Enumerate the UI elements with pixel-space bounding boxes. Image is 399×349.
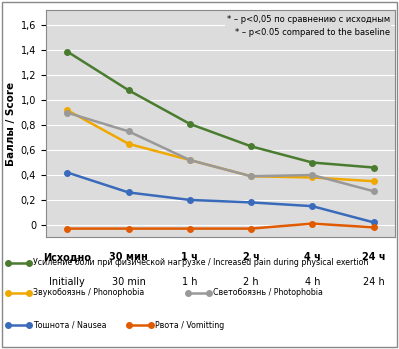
Text: Светобоязнь / Photophobia: Светобоязнь / Photophobia (213, 288, 323, 297)
Text: Исходно: Исходно (43, 252, 91, 262)
Text: 30 мин: 30 мин (109, 252, 148, 262)
Text: 24 h: 24 h (363, 277, 385, 287)
Text: 2 h: 2 h (243, 277, 259, 287)
Text: 24 ч: 24 ч (362, 252, 385, 262)
Text: 1 ч: 1 ч (182, 252, 198, 262)
Text: * – p<0,05 по сравнению с исходным
* – p<0.05 compared to the baseline: * – p<0,05 по сравнению с исходным * – p… (227, 15, 390, 37)
Text: 4 h: 4 h (304, 277, 320, 287)
Text: 1 h: 1 h (182, 277, 198, 287)
Text: Рвота / Vomitting: Рвота / Vomitting (154, 321, 224, 330)
Text: Усиление боли при физической нагрузке / Increased pain during physical exertion: Усиление боли при физической нагрузке / … (33, 258, 369, 267)
Text: 30 min: 30 min (112, 277, 146, 287)
Y-axis label: Баллы / Score: Баллы / Score (6, 82, 16, 166)
Text: Initially: Initially (49, 277, 85, 287)
Text: Тошнота / Nausea: Тошнота / Nausea (33, 321, 107, 330)
Text: 4 ч: 4 ч (304, 252, 321, 262)
Text: Звукобоязнь / Phonophobia: Звукобоязнь / Phonophobia (33, 288, 144, 297)
Text: 2 ч: 2 ч (243, 252, 259, 262)
